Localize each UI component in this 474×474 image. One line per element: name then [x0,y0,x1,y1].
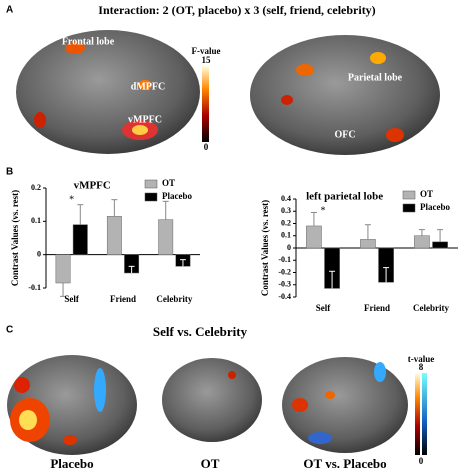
colorbar-label: F-value [192,46,221,56]
colorbar-min: 0 [419,456,424,466]
colorbar-max: 15 [202,55,212,65]
x-tick-label: Celebrity [156,294,192,304]
y-tick-label: -0.1 [28,283,41,292]
bar [432,241,448,249]
panel-letter: A [6,5,13,16]
x-tick-label: Self [64,294,80,304]
legend-label: OT [162,178,175,188]
annotation: * [69,194,74,205]
brain-image [282,357,408,453]
panel-title: Interaction: 2 (OT, placebo) x 3 (self, … [98,3,375,17]
y-tick-label: 0 [287,243,291,252]
colorbar [415,373,420,455]
bar [306,225,322,249]
y-tick-label: 0 [37,249,41,258]
y-tick-label: 0.1 [31,216,41,225]
annotation: * [321,205,326,216]
colorbar-label: t-value [408,354,435,364]
x-tick-label: Self [316,303,332,313]
image-label: Placebo [50,456,93,471]
brain-image [250,35,440,155]
region-label: OFC [334,129,355,140]
legend-label: Placebo [420,202,450,212]
brain-image [162,358,262,442]
x-tick-label: Friend [110,294,136,304]
y-tick-label: -0.1 [278,255,291,264]
legend-swatch [402,190,416,200]
region-label: vMPFC [128,114,162,125]
chart-title: vMPFC [74,180,111,192]
legend-label: Placebo [162,191,192,201]
x-tick-label: Celebrity [413,303,449,313]
chart-title: left parietal lobe [306,191,383,203]
brain-image [16,30,200,154]
bar [106,216,122,255]
panel-title: Self vs. Celebrity [153,324,248,339]
legend-swatch [402,203,416,213]
legend-label: OT [420,189,433,199]
y-tick-label: 0.2 [31,183,41,192]
y-tick-label: -0.4 [278,292,291,301]
bar [72,224,88,255]
bar [55,254,71,284]
bar [158,219,174,255]
y-tick-label: -0.2 [278,267,291,276]
bar [360,239,376,249]
brain-image [7,355,137,455]
region-label: dMPFC [131,81,165,92]
colorbar [422,373,427,455]
y-tick-label: -0.3 [278,280,291,289]
colorbar-min: 0 [204,142,209,152]
image-label: OT vs. Placebo [303,456,386,471]
legend-swatch [144,179,158,189]
y-tick-label: 0.1 [281,231,291,240]
region-label: Parietal lobe [348,72,403,83]
y-axis-label: Contrast Values (vs. rest) [10,190,20,286]
colorbar-max: 8 [419,362,424,372]
legend-swatch [144,192,158,202]
colorbar [202,66,209,142]
y-tick-label: 0.4 [281,194,291,203]
image-label: OT [201,456,220,471]
panel-letter: B [6,167,13,178]
y-tick-label: 0.3 [281,206,291,215]
x-tick-label: Friend [364,303,390,313]
region-label: Frontal lobe [62,36,115,47]
bar [414,235,430,249]
y-tick-label: 0.2 [281,218,291,227]
panel-letter: C [6,325,13,336]
y-axis-label: Contrast Values (vs. rest) [260,200,270,296]
